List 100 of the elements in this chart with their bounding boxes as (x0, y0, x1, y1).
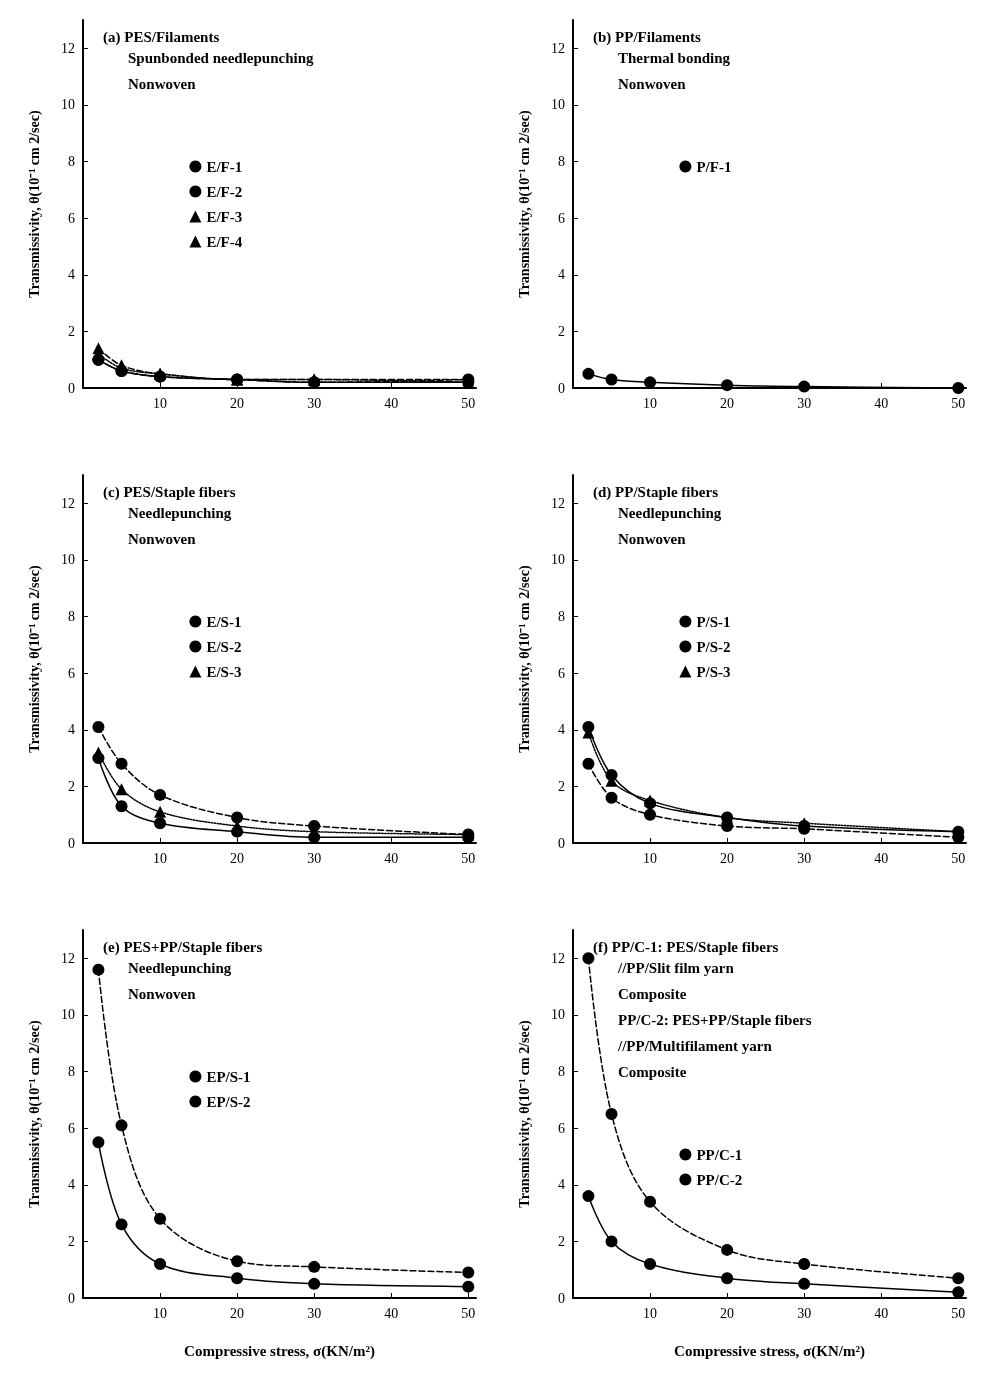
x-tick-label: 50 (461, 1305, 476, 1321)
x-tick-label: 20 (720, 850, 735, 866)
y-tick-label: 2 (558, 778, 565, 794)
legend-label: E/F-2 (206, 183, 243, 200)
text: (b) PP/Filaments (593, 28, 702, 46)
y-axis-title: Transmissivity, θ(10⁻¹ cm 2/sec) (516, 1020, 533, 1208)
text: (f) PP/C-1: PES/Staple fibers (593, 938, 779, 956)
x-tick-label: 10 (643, 850, 658, 866)
y-axis-title: Transmissivity, θ(10⁻¹ cm 2/sec) (26, 1020, 43, 1208)
legend-label: E/F-1 (206, 158, 243, 175)
y-tick-label: 0 (68, 1290, 75, 1306)
y-tick-label: 4 (558, 1177, 565, 1193)
x-axis-title: Compressive stress, σ(KN/m²) (184, 1342, 375, 1360)
x-tick-label: 40 (384, 850, 399, 866)
y-axis-title: Transmissivity, θ(10⁻¹ cm 2/sec) (516, 565, 533, 753)
y-axis-title: Transmissivity, θ(10⁻¹ cm 2/sec) (516, 110, 533, 298)
x-tick-label: 50 (951, 395, 966, 411)
y-tick-label: 2 (68, 1233, 75, 1249)
annotation: Nonwoven (128, 985, 197, 1002)
y-tick-label: 10 (61, 552, 75, 568)
y-tick-label: 8 (68, 1064, 75, 1080)
x-tick-label: 30 (307, 1305, 322, 1321)
y-tick-label: 8 (68, 154, 75, 170)
y-axis-title: Transmissivity, θ(10⁻¹ cm 2/sec) (26, 110, 43, 298)
text: (a) PES/Filaments (103, 28, 220, 46)
y-tick-label: 6 (68, 665, 75, 681)
y-tick-label: 8 (558, 1064, 565, 1080)
legend-label: E/F-3 (206, 208, 243, 225)
annotation: Nonwoven (618, 75, 687, 92)
x-tick-label: 40 (384, 1305, 399, 1321)
y-axis-title: Transmissivity, θ(10⁻¹ cm 2/sec) (26, 565, 43, 753)
y-tick-label: 4 (68, 267, 75, 283)
legend-label: E/S-2 (206, 638, 242, 655)
x-tick-label: 50 (951, 1305, 966, 1321)
text: (e) PES+PP/Staple fibers (103, 938, 263, 956)
annotation: Composite (618, 1063, 687, 1080)
x-tick-label: 10 (643, 395, 658, 411)
y-tick-label: 8 (68, 609, 75, 625)
y-tick-label: 6 (68, 1120, 75, 1136)
legend-label: EP/S-1 (206, 1068, 251, 1085)
x-tick-label: 30 (797, 395, 812, 411)
annotation: Nonwoven (128, 75, 197, 92)
x-tick-label: 40 (874, 850, 889, 866)
annotation: Needlepunching (618, 504, 722, 521)
annotation: Needlepunching (128, 504, 232, 521)
legend-label: E/S-3 (206, 663, 242, 680)
y-tick-label: 0 (68, 835, 75, 851)
legend-label: PP/C-2 (696, 1171, 743, 1188)
x-tick-label: 40 (874, 395, 889, 411)
x-tick-label: 10 (153, 395, 168, 411)
y-tick-label: 12 (551, 495, 565, 511)
annotation: Nonwoven (128, 530, 197, 547)
legend-label: PP/C-1 (696, 1146, 743, 1163)
y-tick-label: 4 (558, 267, 565, 283)
annotation: Composite (618, 985, 687, 1002)
y-tick-label: 6 (558, 210, 565, 226)
x-tick-label: 20 (230, 1305, 245, 1321)
y-tick-label: 10 (61, 1007, 75, 1023)
x-tick-label: 20 (230, 395, 245, 411)
annotation: Needlepunching (128, 959, 232, 976)
x-tick-label: 10 (643, 1305, 658, 1321)
y-tick-label: 0 (558, 380, 565, 396)
legend-label: P/S-1 (696, 613, 731, 630)
y-tick-label: 12 (551, 40, 565, 56)
annotation: Thermal bonding (618, 49, 731, 66)
y-tick-label: 6 (68, 210, 75, 226)
annotation: //PP/Slit film yarn (617, 959, 735, 976)
text: (d) PP/Staple fibers (593, 483, 719, 501)
legend-label: P/S-3 (696, 663, 731, 680)
x-tick-label: 30 (307, 395, 322, 411)
y-tick-label: 8 (558, 609, 565, 625)
y-tick-label: 6 (558, 1120, 565, 1136)
y-tick-label: 12 (551, 950, 565, 966)
x-tick-label: 50 (461, 395, 476, 411)
x-tick-label: 30 (307, 850, 322, 866)
y-tick-label: 0 (558, 835, 565, 851)
annotation: Nonwoven (618, 530, 687, 547)
y-tick-label: 2 (68, 778, 75, 794)
y-tick-label: 10 (61, 97, 75, 113)
y-tick-label: 4 (68, 1177, 75, 1193)
y-tick-label: 4 (558, 722, 565, 738)
x-tick-label: 40 (874, 1305, 889, 1321)
y-tick-label: 4 (68, 722, 75, 738)
annotation: PP/C-2: PES+PP/Staple fibers (618, 1011, 812, 1028)
x-tick-label: 40 (384, 395, 399, 411)
x-tick-label: 10 (153, 850, 168, 866)
y-tick-label: 12 (61, 495, 75, 511)
x-tick-label: 20 (720, 1305, 735, 1321)
y-tick-label: 2 (558, 1233, 565, 1249)
y-tick-label: 6 (558, 665, 565, 681)
y-tick-label: 12 (61, 40, 75, 56)
y-tick-label: 10 (551, 97, 565, 113)
x-tick-label: 20 (720, 395, 735, 411)
text: (c) PES/Staple fibers (103, 483, 236, 501)
y-tick-label: 0 (68, 380, 75, 396)
y-tick-label: 10 (551, 1007, 565, 1023)
x-axis-title: Compressive stress, σ(KN/m²) (674, 1342, 865, 1360)
y-tick-label: 12 (61, 950, 75, 966)
y-tick-label: 0 (558, 1290, 565, 1306)
annotation: //PP/Multifilament yarn (617, 1037, 773, 1054)
